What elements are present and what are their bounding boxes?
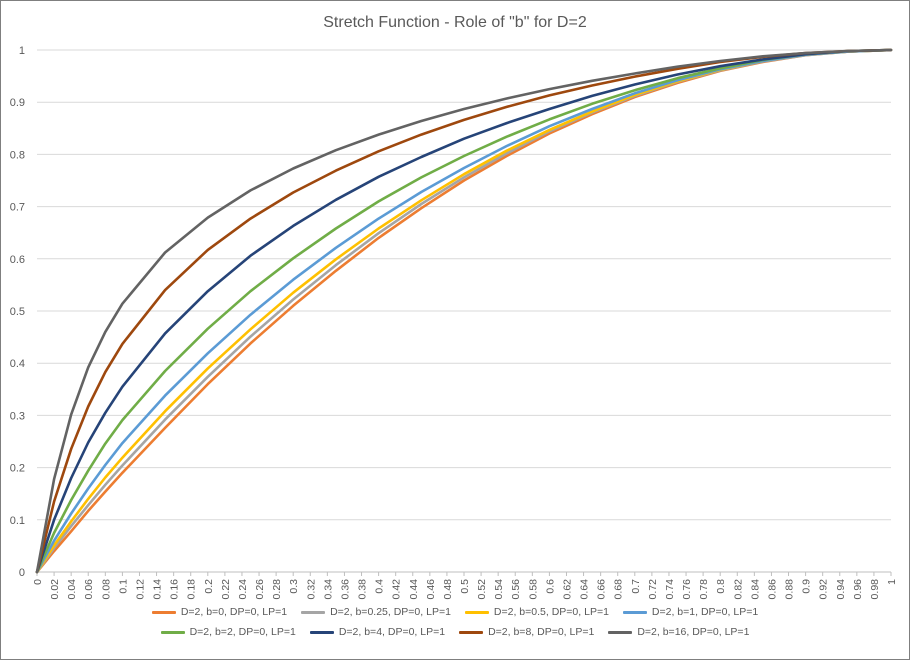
legend-item: D=2, b=16, DP=0, LP=1 <box>608 626 749 638</box>
x-tick-label: 0.76 <box>681 579 693 600</box>
x-tick-label: 0.8 <box>715 579 727 594</box>
legend: D=2, b=0, DP=0, LP=1 D=2, b=0.25, DP=0, L… <box>0 606 910 646</box>
x-tick-label: 0.2 <box>203 579 215 594</box>
x-tick-label: 0.78 <box>698 579 710 600</box>
x-tick-label: 0.02 <box>49 579 61 600</box>
x-tick-label: 0 <box>32 579 44 585</box>
legend-swatch <box>301 610 326 614</box>
series-line-7 <box>35 48 893 574</box>
x-tick-label: 0.74 <box>664 579 676 600</box>
x-tick-label: 0.54 <box>493 579 505 600</box>
legend-label: D=2, b=0.25, DP=0, LP=1 <box>330 606 451 618</box>
x-tick-label: 0.24 <box>237 579 249 600</box>
legend-item: D=2, b=0, DP=0, LP=1 <box>151 606 288 618</box>
x-tick-label: 0.86 <box>766 579 778 600</box>
x-tick-label: 0.14 <box>152 579 164 600</box>
y-tick-label: 0.8 <box>10 149 25 161</box>
x-tick-label: 0.44 <box>408 579 420 600</box>
x-tick-label: 0.34 <box>322 579 334 600</box>
series-line-5 <box>35 48 893 574</box>
series-line-4 <box>35 48 893 574</box>
x-tick-label: 0.7 <box>630 579 642 594</box>
x-tick-label: 0.08 <box>100 579 112 600</box>
x-tick-label: 0.66 <box>596 579 608 600</box>
x-tick-label: 0.16 <box>169 579 181 600</box>
legend-label: D=2, b=2, DP=0, LP=1 <box>189 626 296 638</box>
legend-swatch <box>309 630 334 634</box>
x-tick-label: 0.3 <box>288 579 300 594</box>
x-tick-label: 0.72 <box>647 579 659 600</box>
x-tick-label: 0.38 <box>357 579 369 600</box>
y-tick-label: 0.7 <box>10 202 25 214</box>
x-tick-label: 0.94 <box>835 579 847 600</box>
x-tick-label: 0.06 <box>83 579 95 600</box>
legend-label: D=2, b=16, DP=0, LP=1 <box>637 626 750 638</box>
y-tick-label: 0.6 <box>10 254 25 266</box>
x-tick-label: 0.18 <box>186 579 198 600</box>
y-tick-label: 0.5 <box>10 306 25 318</box>
y-tick-label: 0 <box>19 567 25 579</box>
y-tick-label: 0.4 <box>10 358 25 370</box>
x-tick-label: 0.26 <box>254 579 266 600</box>
y-tick-label: 0.1 <box>10 515 25 527</box>
gridlines <box>37 49 891 573</box>
x-tick-label: 0.84 <box>749 579 761 600</box>
legend-item: D=2, b=0.5, DP=0, LP=1 <box>464 606 609 618</box>
x-tick-label: 0.62 <box>561 579 573 600</box>
x-tick-label: 0.28 <box>271 579 283 600</box>
x-tick-label: 0.4 <box>374 579 386 594</box>
x-tick-label: 1 <box>886 579 898 585</box>
legend-swatch <box>459 630 484 634</box>
x-tick-label: 0.96 <box>852 579 864 600</box>
legend-item: D=2, b=2, DP=0, LP=1 <box>160 626 296 638</box>
legend-swatch <box>608 630 633 634</box>
x-tick-label: 0.12 <box>134 579 146 600</box>
legend-row: D=2, b=0, DP=0, LP=1 D=2, b=0.25, DP=0, L… <box>0 606 910 618</box>
x-tick-label: 0.9 <box>801 579 813 594</box>
legend-label: D=2, b=0, DP=0, LP=1 <box>180 606 288 618</box>
legend-item: D=2, b=4, DP=0, LP=1 <box>309 626 446 638</box>
x-tick-label: 0.58 <box>527 579 539 600</box>
y-tick-label: 0.3 <box>10 410 25 422</box>
x-tick-label: 0.52 <box>476 579 488 600</box>
y-tick-label: 0.2 <box>10 463 25 475</box>
x-tick-label: 0.56 <box>510 579 522 600</box>
x-tick-label: 0.46 <box>425 579 437 600</box>
x-tick-label: 0.98 <box>869 579 881 600</box>
x-tick-label: 0.22 <box>220 579 232 600</box>
x-tick-label: 0.5 <box>459 579 471 594</box>
x-tick-label: 0.42 <box>391 579 403 600</box>
x-tick-label: 0.88 <box>784 579 796 600</box>
y-tick-label: 0.9 <box>10 97 25 109</box>
y-tick-label: 1 <box>19 45 25 57</box>
chart-title: Stretch Function - Role of "b" for D=2 <box>323 14 587 31</box>
x-tick-label: 0.04 <box>66 579 78 600</box>
x-tick-label: 0.68 <box>613 579 625 600</box>
x-tick-label: 0.64 <box>579 579 591 600</box>
legend-item: D=2, b=8, DP=0, LP=1 <box>459 626 594 638</box>
legend-row: D=2, b=2, DP=0, LP=1 D=2, b=4, DP=0, LP=1… <box>0 626 910 638</box>
legend-label: D=2, b=8, DP=0, LP=1 <box>488 626 595 638</box>
legend-item: D=2, b=0.25, DP=0, LP=1 <box>301 606 451 618</box>
legend-swatch <box>464 610 489 614</box>
legend-label: D=2, b=4, DP=0, LP=1 <box>338 626 446 638</box>
axes: 0 0.1 0.2 0.3 0.4 0.5 0.6 0.7 0.8 0.9 1 0 0.02 0.04 0.… <box>10 45 898 599</box>
x-tick-label: 0.48 <box>442 579 454 600</box>
legend-label: D=2, b=1, DP=0, LP=1 <box>651 606 759 618</box>
legend-swatch <box>151 610 176 614</box>
legend-swatch <box>160 630 185 634</box>
x-tick-label: 0.82 <box>732 579 744 600</box>
legend-swatch <box>622 610 647 614</box>
x-tick-label: 0.1 <box>117 579 129 594</box>
x-tick-label: 0.6 <box>544 579 556 594</box>
x-tick-label: 0.32 <box>305 579 317 600</box>
series-lines <box>35 48 893 574</box>
legend-label: D=2, b=0.5, DP=0, LP=1 <box>493 606 609 618</box>
x-tick-label: 0.36 <box>339 579 351 600</box>
legend-item: D=2, b=1, DP=0, LP=1 <box>622 606 759 618</box>
x-tick-label: 0.92 <box>818 579 830 600</box>
